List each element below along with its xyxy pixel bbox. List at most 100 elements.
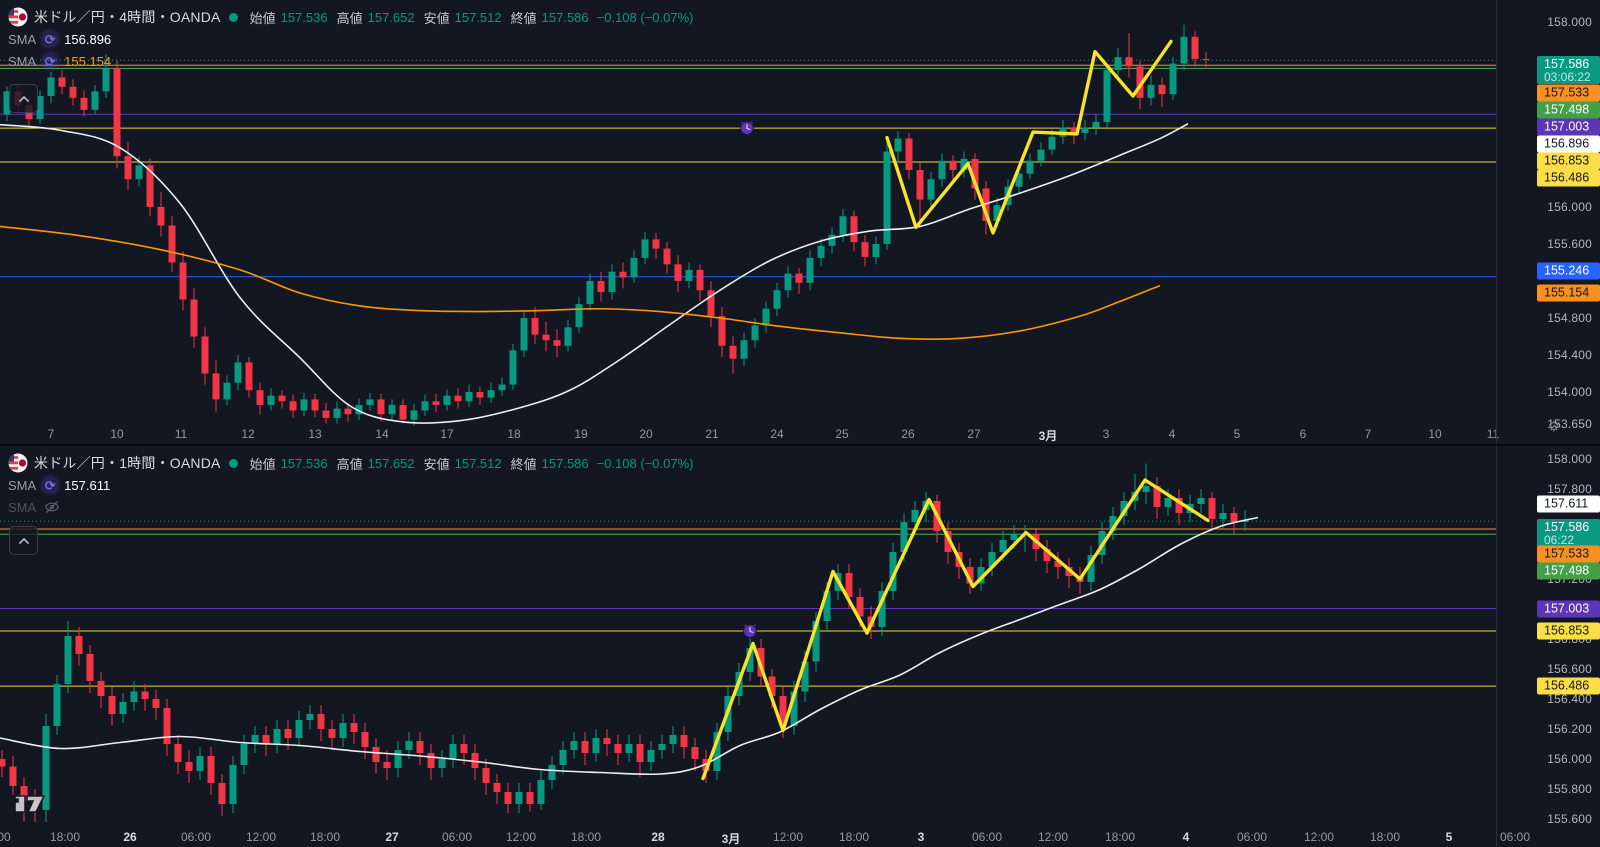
time-tick: 12:00 [1303, 830, 1335, 844]
time-tick: 4 [1168, 427, 1176, 441]
candle [317, 705, 325, 741]
candle [850, 210, 858, 252]
price-badge: 157.003 [1537, 600, 1600, 618]
price-badge: 155.246 [1537, 262, 1600, 280]
indicator-row-sma-fast[interactable]: SMA ⟳ 156.896 [8, 31, 112, 47]
gear-icon[interactable]: ⚙ [1547, 418, 1560, 434]
sync-icon: ⟳ [42, 477, 59, 493]
plot-area-1h[interactable] [0, 446, 1496, 828]
candle [91, 84, 99, 115]
legend-4h: 米ドル／円・4時間・OANDA 始値 157.536 高値 157.652 安値 15… [8, 6, 694, 72]
candle [130, 681, 138, 711]
candle [410, 404, 418, 426]
symbol-row-1h[interactable]: 米ドル／円・1時間・OANDA 始値 157.536 高値 157.652 安値 15… [8, 452, 694, 474]
candle [185, 750, 193, 783]
candle [1026, 153, 1034, 180]
candle [476, 386, 484, 405]
price-axis-4h[interactable]: 158.000 156.000 155.600 154.800 154.400 154.0… [1496, 0, 1600, 444]
time-tick: 00 [0, 830, 11, 844]
time-tick: 6 [1299, 427, 1307, 441]
candle [537, 771, 545, 810]
collapse-panel-button[interactable] [9, 84, 38, 113]
time-tick: 3月 [721, 832, 741, 846]
symbol-row-4h[interactable]: 米ドル／円・4時間・OANDA 始値 157.536 高値 157.652 安値 15… [8, 6, 694, 28]
candle [603, 729, 611, 756]
candle [564, 319, 572, 352]
sma-white-line[interactable] [0, 516, 1259, 776]
eye-off-icon[interactable] [44, 499, 60, 515]
zigzag-drawing[interactable] [885, 39, 1173, 235]
alarm-clock-icon[interactable] [740, 120, 754, 135]
candle [322, 403, 330, 424]
time-tick: 06:00 [180, 830, 212, 844]
zigzag-drawing[interactable] [701, 478, 1210, 781]
symbol-title[interactable]: 米ドル／円・1時間・OANDA [34, 455, 221, 471]
time-tick: 3 [1102, 427, 1110, 441]
time-tick: 26 [901, 427, 915, 441]
candle [685, 262, 693, 289]
plot-area-4h[interactable] [0, 0, 1496, 426]
price-tick: 157.800 [1547, 482, 1592, 496]
candle [289, 394, 297, 418]
time-tick: 3月 [1038, 429, 1058, 443]
candle [977, 558, 985, 591]
candle [872, 236, 880, 265]
candle [229, 756, 237, 813]
low-label: 安値 [423, 456, 450, 472]
sma-slow-orange-line[interactable] [0, 225, 1161, 340]
candle [223, 375, 231, 405]
collapse-panel-button[interactable] [9, 526, 38, 555]
price-badge: 157.533 [1537, 545, 1600, 563]
usdjpy-flag-icon [8, 7, 28, 27]
price-tick: 154.800 [1547, 311, 1592, 325]
candle [1191, 31, 1199, 67]
candle [113, 60, 121, 169]
candle [399, 399, 407, 424]
sma-fast-white-line[interactable] [0, 123, 1189, 424]
candle [575, 296, 583, 333]
candle [201, 327, 209, 385]
low-label: 安値 [423, 10, 450, 26]
candle [1087, 546, 1095, 591]
candle [718, 306, 726, 357]
indicator-row-sma-hidden[interactable]: SMA [8, 496, 694, 518]
ohlc-row: 始値 157.536 高値 157.652 安値 157.512 終値 157.586 … [246, 8, 694, 27]
high-label: 高値 [336, 456, 363, 472]
candle [245, 356, 253, 398]
price-badge: 157.498 [1537, 562, 1600, 580]
price-tick: 154.400 [1547, 348, 1592, 362]
candle [306, 705, 314, 729]
candle [47, 71, 55, 104]
time-axis-4h[interactable]: 7 10 11 12 13 14 17 18 19 20 21 24 25 26 27 3月 3 4 5 6 7 10 11 [0, 425, 1600, 444]
price-axis-1h[interactable]: 158.000157.800157.200156.800156.600156.4… [1496, 446, 1600, 847]
candle [691, 738, 699, 771]
price-tick: 155.600 [1547, 237, 1592, 251]
high-value: 157.652 [367, 9, 415, 25]
candle [861, 234, 869, 267]
time-tick: 18:00 [49, 830, 81, 844]
low-value: 157.512 [454, 455, 502, 471]
indicator-row-sma[interactable]: SMA ⟳ 157.611 [8, 477, 111, 493]
time-tick: 06:00 [1499, 830, 1531, 844]
price-badge: 157.586 06:22 [1537, 519, 1600, 547]
price-tick: 153.650 [1547, 417, 1592, 432]
candle [487, 382, 495, 404]
candle [553, 329, 561, 357]
alarm-clock-icon[interactable] [743, 623, 757, 638]
indicator-row-sma-slow[interactable]: SMA ⟳ 155.154 [8, 53, 112, 69]
candle [658, 735, 666, 759]
candle [680, 726, 688, 759]
candle [482, 759, 490, 795]
candle [542, 321, 550, 352]
time-axis-1h[interactable]: 00 18:00 26 06:00 12:00 18:00 27 06:00 12:00 18:0… [0, 828, 1600, 847]
time-tick: 12:00 [1037, 830, 1069, 844]
candle [86, 645, 94, 693]
symbol-title[interactable]: 米ドル／円・4時間・OANDA [34, 9, 221, 25]
time-tick: 7 [1364, 427, 1372, 441]
candle [878, 582, 886, 636]
price-badge: 156.853 [1537, 622, 1600, 640]
price-tick: 158.000 [1547, 452, 1592, 466]
price-badge: 156.486 [1537, 677, 1600, 695]
candle [438, 750, 446, 777]
time-tick: 12:00 [505, 830, 537, 844]
